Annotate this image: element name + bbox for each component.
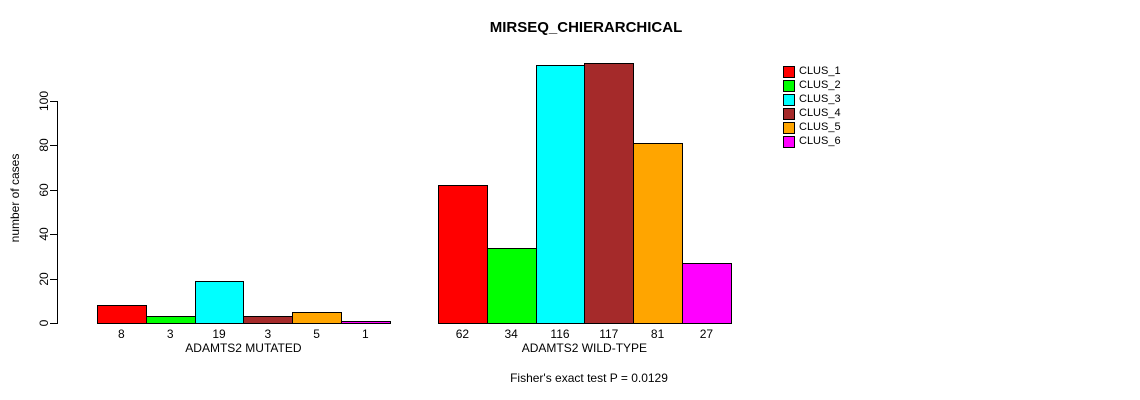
bar-clus_4	[243, 316, 293, 324]
y-axis-title: number of cases	[8, 153, 22, 243]
y-tick-label: 0	[37, 319, 51, 327]
legend-swatch-clus_5	[783, 122, 795, 134]
bar-value-label: 62	[455, 327, 470, 341]
y-tick-label: 100	[37, 90, 51, 112]
bar-clus_3	[536, 65, 585, 324]
legend-label: CLUS_1	[799, 65, 841, 77]
legend-label: CLUS_5	[799, 121, 841, 133]
y-tick	[50, 190, 58, 191]
bar-clus_4	[584, 63, 634, 324]
bar-value-label: 116	[550, 327, 570, 341]
bar-clus_6	[682, 263, 732, 324]
group-label: ADAMTS2 MUTATED	[185, 341, 302, 355]
y-tick-label: 20	[37, 272, 51, 286]
bar-value-label: 81	[650, 327, 665, 341]
bar-value-label: 19	[212, 327, 226, 341]
bar-value-label: 27	[699, 327, 714, 341]
legend-label: CLUS_6	[799, 135, 841, 147]
legend-label: CLUS_2	[799, 79, 841, 91]
y-axis-line	[57, 101, 58, 324]
y-tick-label: 60	[37, 183, 51, 197]
group-label: ADAMTS2 WILD-TYPE	[521, 341, 648, 355]
legend-swatch-clus_6	[783, 136, 795, 148]
legend-swatch-clus_2	[783, 80, 795, 92]
bar-value-label: 3	[166, 327, 174, 341]
y-tick	[50, 145, 58, 146]
y-tick	[50, 279, 58, 280]
bar-clus_3	[195, 281, 244, 324]
bar-value-label: 5	[313, 327, 320, 341]
bar-clus_2	[487, 248, 537, 324]
legend-swatch-clus_3	[783, 94, 795, 106]
bar-value-label: 8	[118, 327, 125, 341]
bar-value-label: 3	[264, 327, 272, 341]
y-tick	[50, 323, 58, 324]
bar-value-label: 1	[362, 327, 369, 341]
bar-value-label: 117	[599, 327, 619, 341]
legend-label: CLUS_3	[799, 93, 841, 105]
bar-clus_1	[97, 305, 147, 324]
y-tick	[50, 234, 58, 235]
bar-clus_5	[292, 312, 342, 324]
legend-label: CLUS_4	[799, 107, 841, 119]
y-tick	[50, 101, 58, 102]
bar-value-label: 34	[504, 327, 518, 341]
chart-title: MIRSEQ_CHIERARCHICAL	[489, 19, 683, 36]
bar-clus_5	[633, 143, 683, 324]
legend-swatch-clus_1	[783, 66, 795, 78]
bar-clus_2	[146, 316, 196, 324]
bar-clus_6	[341, 321, 391, 324]
legend-swatch-clus_4	[783, 108, 795, 120]
annotation-text: Fisher's exact test P = 0.0129	[510, 371, 668, 385]
y-tick-label: 40	[37, 227, 51, 241]
y-tick-label: 80	[37, 138, 51, 152]
bar-clus_1	[438, 185, 488, 324]
